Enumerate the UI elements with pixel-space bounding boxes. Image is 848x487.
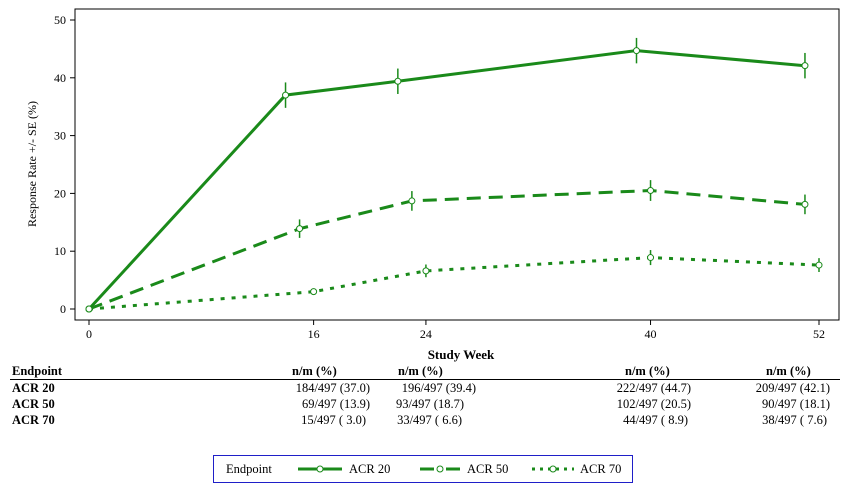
series-line: [88, 256, 820, 311]
y-tick-label: 40: [54, 71, 66, 85]
x-tick-label: 52: [813, 327, 825, 341]
risk-cell: 69/497 (13.9): [301, 397, 370, 411]
risk-table-header-label: Endpoint: [12, 364, 63, 378]
data-point: [310, 288, 318, 296]
legend-swatches: [298, 465, 574, 473]
data-point: [394, 77, 402, 85]
series-group: [85, 37, 823, 313]
legend-swatch-acr50: [420, 465, 460, 473]
data-point: [801, 62, 809, 70]
data-point: [85, 305, 93, 313]
data-point: [296, 225, 304, 233]
x-tick-label: 40: [645, 327, 657, 341]
risk-cell: 15/497 ( 3.0): [301, 413, 366, 427]
data-point: [801, 200, 809, 208]
y-axis: 0 10 20 30 40 50: [54, 13, 75, 316]
risk-cell: 209/497 (42.1): [755, 381, 830, 395]
risk-cell: 196/497 (39.4): [401, 381, 476, 395]
data-point: [647, 187, 655, 195]
risk-cell: 90/497 (18.1): [761, 397, 830, 411]
risk-cell: 102/497 (20.5): [616, 397, 691, 411]
risk-cell: 44/497 ( 8.9): [623, 413, 688, 427]
data-point: [408, 197, 416, 205]
data-point: [647, 254, 655, 262]
risk-row-label: ACR 20: [12, 381, 55, 395]
series-acr-70: [85, 250, 823, 313]
series-acr-50: [85, 180, 809, 313]
y-tick-label: 10: [54, 244, 66, 258]
x-axis: 0 16 24 40 52: [86, 320, 825, 341]
risk-table-col-header-1: n/m (%): [292, 364, 337, 378]
x-tick-label: 24: [420, 327, 432, 341]
data-point: [422, 267, 430, 275]
legend: Endpoint ACR 20 ACR 50 ACR 70: [213, 455, 633, 483]
risk-table-col-header-2: n/m (%): [398, 364, 443, 378]
y-tick-label: 0: [60, 302, 66, 316]
legend-swatch-acr20: [298, 465, 342, 473]
data-point: [633, 47, 640, 55]
legend-label-acr20: ACR 20: [349, 462, 391, 476]
risk-table-rule: [10, 379, 840, 380]
y-tick-label: 20: [54, 186, 66, 200]
data-point: [815, 261, 823, 269]
risk-table-col-header-4: n/m (%): [766, 364, 811, 378]
risk-row-label: ACR 50: [12, 397, 55, 411]
risk-table: Endpoint n/m (%) n/m (%) n/m (%) n/m (%)…: [0, 364, 848, 434]
legend-label-acr70: ACR 70: [580, 462, 622, 476]
risk-cell: 184/497 (37.0): [295, 381, 370, 395]
risk-cell: 222/497 (44.7): [616, 381, 691, 395]
risk-cell: 93/497 (18.7): [395, 397, 464, 411]
y-tick-label: 50: [54, 13, 66, 27]
risk-cell: 38/497 ( 7.6): [762, 413, 827, 427]
legend-label-acr50: ACR 50: [467, 462, 509, 476]
y-axis-label: Response Rate +/- SE (%): [25, 101, 39, 227]
legend-swatch-acr70: [532, 465, 574, 473]
x-tick-label: 16: [308, 327, 320, 341]
x-tick-label: 0: [86, 327, 92, 341]
risk-row-label: ACR 70: [12, 413, 55, 427]
risk-cell: 33/497 ( 6.6): [397, 413, 462, 427]
y-tick-label: 30: [54, 129, 66, 143]
line-chart: 0 10 20 30 40 50 0 16 24 40 52 Response Rate +/- …: [25, 8, 840, 362]
plot-frame: [74, 8, 840, 321]
series-line: [88, 188, 806, 311]
x-axis-label: Study Week: [428, 347, 495, 362]
risk-table-col-header-3: n/m (%): [625, 364, 670, 378]
series-line: [87, 49, 806, 311]
data-point: [282, 91, 290, 99]
legend-title: Endpoint: [226, 462, 272, 476]
series-acr-20: [85, 37, 809, 313]
